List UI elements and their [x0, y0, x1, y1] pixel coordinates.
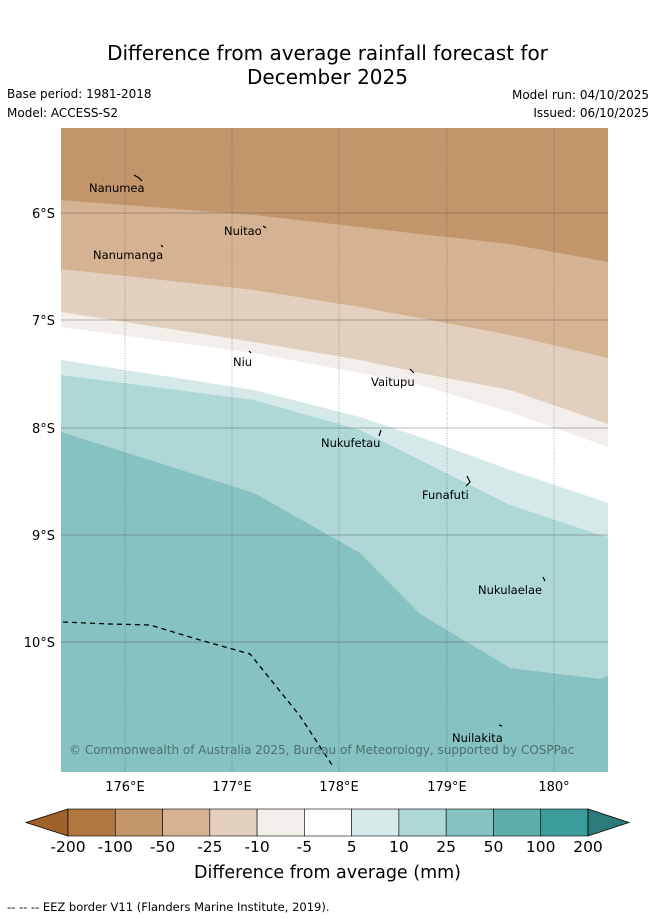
- colorbar-segment: [162, 808, 211, 837]
- place-label: Niu: [233, 355, 252, 369]
- colorbar-tick-label: 25: [436, 838, 457, 856]
- place-label: Nanumea: [89, 181, 145, 195]
- colorbar-tick-label: -100: [97, 838, 133, 856]
- lat-tick: 6°S: [32, 207, 55, 222]
- lat-tick: 9°S: [32, 529, 55, 544]
- issued-date: Issued: 06/10/2025: [533, 106, 649, 120]
- lon-tick: 178°E: [319, 780, 359, 795]
- eez-footnote: -- -- -- EEZ border V11 (Flanders Marine…: [7, 900, 330, 914]
- colorbar-segment: [351, 808, 400, 837]
- colorbar-segment: [256, 808, 305, 837]
- place-labels: Nanumea Nuitao Nanumanga Niu Vaitupu Nuk…: [89, 181, 542, 745]
- nukufetau-island: [378, 429, 382, 437]
- colorbar-segment: [67, 808, 116, 837]
- base-period: Base period: 1981-2018: [7, 87, 152, 101]
- funafuti-island: [465, 475, 471, 487]
- eez-border: [62, 621, 335, 769]
- nuilakita-island: [498, 724, 503, 727]
- colorbar-tick-label: -25: [197, 838, 223, 856]
- latitude-tick-labels: 6°S 7°S 8°S 9°S 10°S: [24, 207, 55, 651]
- colorbar-extend-low: [24, 808, 69, 837]
- lon-tick: 180°: [538, 780, 569, 795]
- colorbar-segment: [493, 808, 542, 837]
- longitude-tick-labels: 176°E 177°E 178°E 179°E 180°: [105, 780, 569, 795]
- colorbar-segment: [398, 808, 447, 837]
- rainfall-bands: [61, 128, 608, 772]
- lon-tick: 177°E: [212, 780, 252, 795]
- chart-title: Difference from average rainfall forecas…: [0, 41, 655, 89]
- latitude-gridlines: [61, 212, 608, 643]
- niu-island: [248, 350, 252, 354]
- colorbar-segment: [209, 808, 258, 837]
- title-line-2: December 2025: [247, 65, 408, 89]
- colorbar-tick-label: -10: [244, 838, 270, 856]
- colorbar-tick-label: 50: [483, 838, 504, 856]
- lat-tick: 10°S: [24, 636, 55, 651]
- colorbar-segment: [114, 808, 163, 837]
- colorbar-tick-label: -50: [149, 838, 176, 856]
- place-label: Funafuti: [422, 488, 469, 502]
- vaitupu-island: [409, 368, 415, 374]
- lat-tick: 8°S: [32, 422, 55, 437]
- place-label: Nukufetau: [321, 436, 380, 450]
- nuitao-island: [262, 225, 267, 229]
- colorbar-segment: [540, 808, 589, 837]
- colorbar-segment: [304, 808, 352, 837]
- colorbar-title: Difference from average (mm): [193, 863, 462, 883]
- place-label: Nukulaelae: [478, 583, 542, 597]
- lon-tick: 176°E: [105, 780, 145, 795]
- model-name: Model: ACCESS-S2: [7, 106, 119, 120]
- lon-tick: 179°E: [427, 780, 467, 795]
- nanumea-island: [133, 174, 143, 182]
- colorbar-tick-label: 10: [389, 838, 409, 856]
- place-label: Nanumanga: [93, 248, 163, 262]
- colorbar-tick-label: -5: [296, 838, 313, 856]
- nanumanga-island: [160, 244, 164, 248]
- colorbar-segment: [445, 808, 494, 837]
- place-label: Vaitupu: [371, 375, 415, 389]
- place-label: Nuitao: [224, 224, 262, 238]
- colorbar-tick-label: -200: [50, 838, 86, 856]
- band-minus-100-to-minus-50: [61, 128, 608, 262]
- place-label: Nuilakita: [452, 731, 503, 745]
- colorbar-tick-label: 5: [346, 838, 357, 856]
- nukulaelae-island: [542, 576, 546, 582]
- title-line-1: Difference from average rainfall forecas…: [107, 41, 548, 65]
- lat-tick: 7°S: [32, 314, 55, 329]
- colorbar-tick-label: 200: [573, 838, 603, 856]
- model-run: Model run: 04/10/2025: [511, 88, 649, 102]
- copyright-text: © Commonwealth of Australia 2025, Bureau…: [69, 743, 574, 757]
- colorbar: [24, 808, 631, 837]
- island-outlines: [133, 174, 546, 727]
- colorbar-tick-label: 100: [525, 838, 556, 856]
- colorbar-extend-high: [587, 808, 631, 837]
